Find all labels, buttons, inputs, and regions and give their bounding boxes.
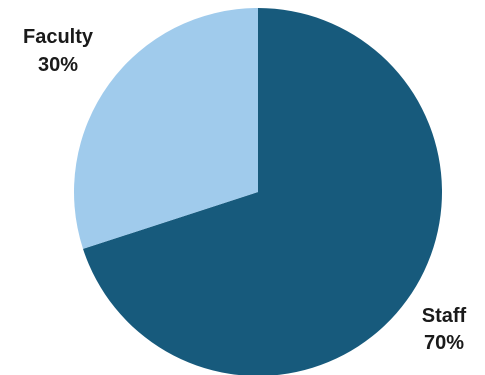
pie-slice-staff [83, 8, 442, 375]
staff-slice-label: Staff 70% [422, 305, 467, 354]
pie-slices [74, 8, 442, 375]
staff-value-label: 70% [424, 332, 464, 354]
faculty-value-label: 30% [38, 54, 78, 76]
faculty-label: Faculty [23, 26, 94, 48]
pie-slice-faculty [74, 8, 258, 249]
faculty-slice-label: Faculty 30% [23, 26, 94, 76]
staff-label: Staff [422, 305, 467, 327]
